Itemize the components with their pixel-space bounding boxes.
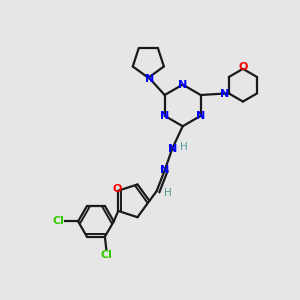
Text: Cl: Cl: [52, 216, 64, 226]
Text: N: N: [196, 111, 205, 121]
Text: H: H: [180, 142, 188, 152]
Text: N: N: [145, 74, 154, 84]
Text: O: O: [112, 184, 122, 194]
Text: O: O: [238, 62, 248, 72]
Text: H: H: [164, 188, 172, 198]
Text: N: N: [160, 111, 169, 121]
Text: N: N: [168, 143, 177, 154]
Text: N: N: [160, 165, 170, 175]
Text: N: N: [178, 80, 187, 90]
Text: Cl: Cl: [100, 250, 112, 260]
Text: N: N: [220, 88, 229, 98]
